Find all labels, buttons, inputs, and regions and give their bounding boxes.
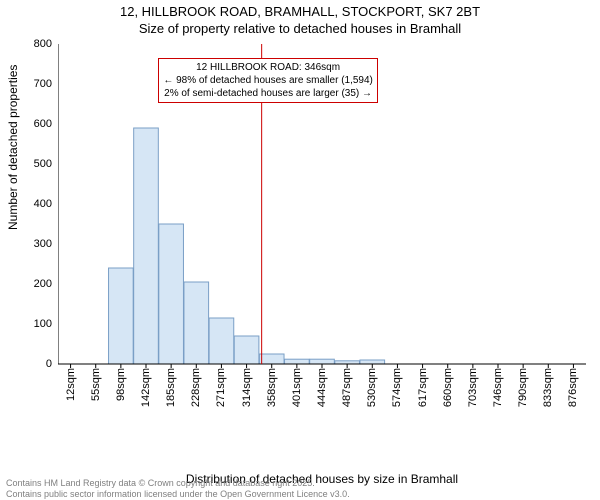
histogram-bar — [109, 268, 134, 364]
histogram-bar — [310, 359, 335, 364]
y-tick-label: 700 — [34, 78, 52, 90]
footer-line-2: Contains public sector information licen… — [6, 489, 350, 500]
annotation-line-3: 2% of semi-detached houses are larger (3… — [163, 87, 373, 100]
histogram-bar — [184, 282, 209, 364]
histogram-bar — [285, 359, 310, 364]
x-tick-label: 574sqm — [391, 368, 403, 407]
y-tick-label: 200 — [34, 278, 52, 290]
histogram-bar — [209, 318, 234, 364]
y-tick-label: 400 — [34, 198, 52, 210]
x-tick-label: 401sqm — [291, 368, 303, 407]
histogram-bar — [159, 224, 184, 364]
footer-line-1: Contains HM Land Registry data © Crown c… — [6, 478, 350, 489]
x-tick-label: 833sqm — [542, 368, 554, 407]
x-tick-label: 876sqm — [567, 368, 579, 407]
x-tick-label: 487sqm — [341, 368, 353, 407]
x-tick-label: 12sqm — [65, 368, 77, 401]
chart-plot-area: 010020030040050060070080012sqm55sqm98sqm… — [58, 44, 586, 420]
x-tick-label: 444sqm — [316, 368, 328, 407]
x-tick-label: 55sqm — [90, 368, 102, 401]
x-tick-label: 271sqm — [215, 368, 227, 407]
annotation-line-1: 12 HILLBROOK ROAD: 346sqm — [163, 61, 373, 74]
y-tick-label: 300 — [34, 238, 52, 250]
x-tick-label: 660sqm — [442, 368, 454, 407]
x-tick-label: 142sqm — [140, 368, 152, 407]
x-tick-label: 746sqm — [492, 368, 504, 407]
annotation-line-2: ← 98% of detached houses are smaller (1,… — [163, 74, 373, 87]
x-tick-label: 790sqm — [517, 368, 529, 407]
x-tick-label: 358sqm — [266, 368, 278, 407]
annotation-box: 12 HILLBROOK ROAD: 346sqm← 98% of detach… — [158, 58, 378, 103]
x-tick-label: 185sqm — [165, 368, 177, 407]
histogram-bar — [234, 336, 259, 364]
y-tick-label: 100 — [34, 318, 52, 330]
title-line-2: Size of property relative to detached ho… — [0, 21, 600, 38]
y-tick-label: 0 — [46, 358, 52, 370]
y-axis-label: Number of detached properties — [6, 65, 20, 230]
y-tick-label: 600 — [34, 118, 52, 130]
x-tick-label: 530sqm — [366, 368, 378, 407]
histogram-bar — [259, 354, 284, 364]
x-tick-label: 703sqm — [467, 368, 479, 407]
chart-header: 12, HILLBROOK ROAD, BRAMHALL, STOCKPORT,… — [0, 0, 600, 38]
histogram-bar — [134, 128, 159, 364]
x-tick-label: 314sqm — [241, 368, 253, 407]
title-line-1: 12, HILLBROOK ROAD, BRAMHALL, STOCKPORT,… — [0, 4, 600, 21]
y-tick-label: 800 — [34, 38, 52, 50]
x-tick-label: 98sqm — [115, 368, 127, 401]
histogram-bar — [360, 360, 385, 364]
x-tick-label: 228sqm — [190, 368, 202, 407]
x-tick-label: 617sqm — [417, 368, 429, 407]
footer-attribution: Contains HM Land Registry data © Crown c… — [6, 478, 350, 500]
y-tick-label: 500 — [34, 158, 52, 170]
